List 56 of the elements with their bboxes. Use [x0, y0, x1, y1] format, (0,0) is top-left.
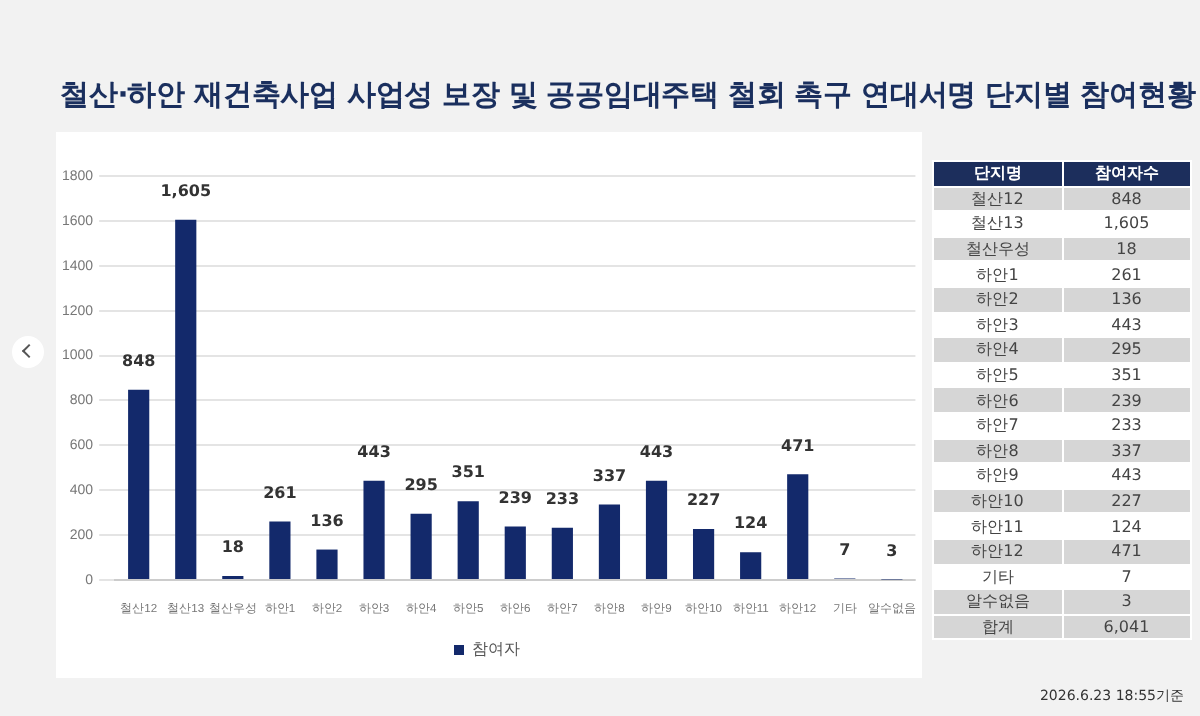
- text: 합계: [933, 614, 1062, 640]
- category-label: 하안12: [971, 542, 1024, 561]
- category-label: 하안2: [976, 290, 1019, 309]
- chart-title: 철산·하안 재건축사업 사업성 보장 및 공공임대주택 철회 촉구 연대서명 단지별 참여현황: [60, 78, 1198, 114]
- data-label: 239: [498, 488, 533, 507]
- category-label: 기타: [981, 567, 1014, 586]
- data-label: 471: [781, 436, 816, 455]
- category-label: 철산12: [971, 189, 1024, 208]
- text: 7: [1121, 567, 1132, 586]
- category-label: 하안7: [976, 416, 1019, 435]
- category-label: 하안1: [976, 265, 1019, 284]
- text: 295: [1111, 340, 1142, 359]
- data-label: 351: [451, 463, 486, 482]
- category-label: 철산우성: [965, 240, 1030, 259]
- text: 136: [1111, 290, 1142, 309]
- category-label: 하안4: [976, 340, 1019, 359]
- data-label: 18: [221, 538, 245, 557]
- text: 337: [1111, 441, 1142, 460]
- data-label: 1,605: [160, 181, 212, 200]
- category-label: 하안8: [976, 441, 1019, 460]
- text: 443: [1111, 466, 1142, 485]
- category-label: 철산13: [971, 214, 1024, 233]
- text: 261: [1111, 265, 1142, 284]
- text: 참여자수: [1062, 161, 1191, 187]
- text: 239: [1111, 391, 1142, 410]
- data-label: 295: [404, 476, 439, 495]
- text: 6,041: [1062, 614, 1191, 640]
- data-label: 227: [686, 491, 721, 510]
- category-label: 하안9: [976, 466, 1019, 485]
- data-label: 337: [592, 466, 627, 485]
- category-label: 하안6: [976, 391, 1019, 410]
- category-label: 하안5: [976, 366, 1019, 385]
- data-label: 443: [357, 442, 391, 461]
- data-label: 261: [263, 483, 298, 502]
- text: 233: [1111, 416, 1142, 435]
- legend-label: 참여자: [472, 640, 520, 659]
- text: 227: [1111, 492, 1142, 511]
- data-label: 136: [310, 511, 345, 530]
- text: 848: [1111, 189, 1142, 208]
- data-label: 848: [121, 351, 157, 370]
- category-label: 하안11: [971, 517, 1024, 536]
- text: 1,605: [1103, 214, 1150, 233]
- category-label: 하안3: [976, 315, 1019, 334]
- text: 443: [1111, 315, 1142, 334]
- text: 3: [1121, 592, 1132, 611]
- data-label: 3: [886, 541, 898, 560]
- text: 18: [1116, 240, 1137, 259]
- data-label: 233: [545, 489, 580, 508]
- category-label: 하안10: [971, 492, 1024, 511]
- text: 471: [1111, 542, 1142, 561]
- text: 단지명: [933, 161, 1062, 187]
- data-label: 443: [639, 442, 674, 461]
- text: 124: [1111, 517, 1142, 536]
- data-label: 124: [733, 514, 769, 533]
- data-label: 7: [839, 540, 851, 559]
- text: 351: [1111, 366, 1142, 385]
